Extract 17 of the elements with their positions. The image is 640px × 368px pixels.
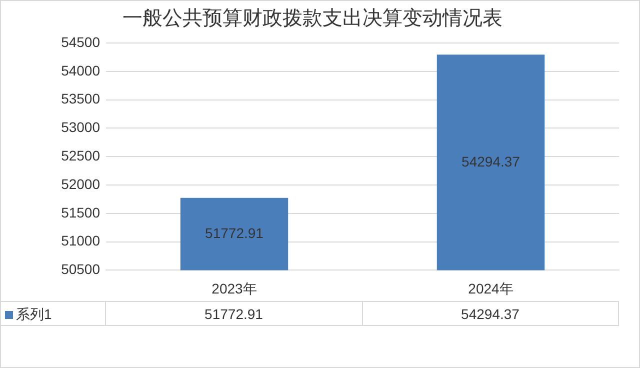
chart-title: 一般公共预算财政拨款支出决算变动情况表 xyxy=(122,8,502,30)
data-label: 51772.91 xyxy=(106,301,362,326)
y-tick-label: 54500 xyxy=(61,34,100,50)
data-label: 54294.37 xyxy=(362,301,619,326)
y-tick-label: 52500 xyxy=(61,147,100,164)
y-tick-label: 50500 xyxy=(61,261,100,278)
legend-label: 系列1 xyxy=(1,301,106,326)
y-tick-label: 54000 xyxy=(61,62,100,78)
y-tick-label: 51000 xyxy=(61,232,100,249)
x-tick-label: 2023年 xyxy=(212,280,257,296)
y-tick-label: 53500 xyxy=(61,90,100,107)
y-tick-label: 51500 xyxy=(61,204,100,220)
x-tick-label: 2024年 xyxy=(468,280,514,296)
y-tick-label: 53000 xyxy=(61,119,100,136)
y-tick-label: 52000 xyxy=(61,176,100,192)
text: 54294.37 xyxy=(462,153,520,170)
text: 51772.91 xyxy=(205,224,264,241)
